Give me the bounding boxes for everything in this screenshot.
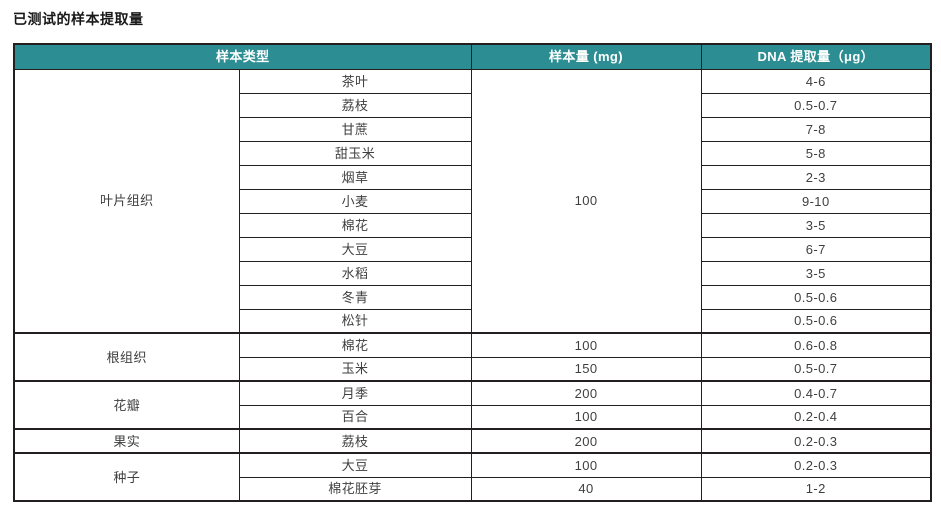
sample-yield-table: 样本类型 样本量 (mg) DNA 提取量（μg） 叶片组织 茶叶 100 4-6 荔枝…: [13, 43, 933, 502]
cell-dna: 0.2-0.4: [700, 404, 932, 430]
cell-amount: 100: [470, 404, 702, 430]
cell-dna: 0.5-0.7: [700, 92, 932, 118]
cell-amount: 200: [470, 380, 702, 406]
cell-amount: 40: [470, 476, 702, 502]
cell-dna: 7-8: [700, 116, 932, 142]
cell-amount: 100: [470, 68, 702, 334]
cell-item: 棉花: [238, 212, 472, 238]
cell-sample-type: 花瓣: [13, 380, 240, 430]
cell-item: 甜玉米: [238, 140, 472, 166]
cell-item: 大豆: [238, 452, 472, 478]
header-dna-yield: DNA 提取量（μg）: [700, 43, 932, 70]
cell-item: 松针: [238, 308, 472, 334]
table-row: 百合 100 0.2-0.4: [14, 404, 932, 430]
cell-item: 荔枝: [238, 428, 472, 454]
table-row: 荔枝 0.5-0.7: [14, 92, 932, 118]
header-sample-amount: 样本量 (mg): [470, 43, 702, 70]
cell-item: 棉花: [238, 332, 472, 358]
cell-sample-type: 种子: [13, 452, 240, 502]
cell-dna: 0.2-0.3: [700, 428, 932, 454]
cell-dna: 0.5-0.6: [700, 308, 932, 334]
cell-dna: 0.5-0.6: [700, 284, 932, 310]
cell-item: 月季: [238, 380, 472, 406]
cell-item: 烟草: [238, 164, 472, 190]
cell-item: 茶叶: [238, 68, 472, 94]
table-row: 叶片组织 茶叶 100 4-6: [13, 68, 932, 334]
table-header: 样本类型 样本量 (mg) DNA 提取量（μg）: [13, 43, 932, 70]
header-sample-type: 样本类型: [13, 43, 472, 70]
table-body: 叶片组织 茶叶 100 4-6 荔枝 0.5-0.7 甘蔗 7-8 甜玉米 5-8 烟草 2-3 小麦 9…: [13, 68, 932, 502]
page: 已测试的样本提取量 样本类型 样本量 (mg) DNA 提取量（μg） 叶片组织…: [13, 11, 933, 502]
cell-amount: 150: [470, 356, 702, 382]
table-row: 小麦 9-10: [14, 188, 932, 214]
cell-dna: 3-5: [700, 260, 932, 286]
cell-dna: 0.2-0.3: [700, 452, 932, 478]
cell-item: 荔枝: [238, 92, 472, 118]
cell-amount: 100: [470, 452, 702, 478]
table-row: 棉花胚芽 40 1-2: [14, 476, 932, 502]
table-row: 玉米 150 0.5-0.7: [14, 356, 932, 382]
table-row: 水稻 3-5: [14, 260, 932, 286]
cell-item: 大豆: [238, 236, 472, 262]
table-row: 大豆 6-7: [14, 236, 932, 262]
cell-sample-type: 果实: [13, 428, 240, 454]
cell-item: 百合: [238, 404, 472, 430]
cell-dna: 6-7: [700, 236, 932, 262]
cell-item: 水稻: [238, 260, 472, 286]
table-row: 甜玉米 5-8: [14, 140, 932, 166]
cell-dna: 1-2: [700, 476, 932, 502]
cell-sample-type: 叶片组织: [13, 68, 240, 334]
table-row: 根组织 棉花 100 0.6-0.8: [13, 332, 932, 382]
cell-dna: 2-3: [700, 164, 932, 190]
table-row: 棉花 3-5: [14, 212, 932, 238]
cell-dna: 9-10: [700, 188, 932, 214]
table-row: 果实 荔枝 200 0.2-0.3: [13, 428, 932, 454]
cell-dna: 3-5: [700, 212, 932, 238]
table-row: 种子 大豆 100 0.2-0.3: [13, 452, 932, 502]
cell-dna: 4-6: [700, 68, 932, 94]
cell-item: 玉米: [238, 356, 472, 382]
page-title: 已测试的样本提取量: [13, 11, 144, 27]
cell-amount: 200: [470, 428, 702, 454]
table-row: 烟草 2-3: [14, 164, 932, 190]
cell-dna: 5-8: [700, 140, 932, 166]
cell-amount: 100: [470, 332, 702, 358]
cell-dna: 0.6-0.8: [700, 332, 932, 358]
cell-item: 冬青: [238, 284, 472, 310]
table-header-row: 样本类型 样本量 (mg) DNA 提取量（μg）: [13, 43, 932, 70]
cell-dna: 0.5-0.7: [700, 356, 932, 382]
cell-item: 甘蔗: [238, 116, 472, 142]
table-row: 花瓣 月季 200 0.4-0.7: [13, 380, 932, 430]
cell-dna: 0.4-0.7: [700, 380, 932, 406]
cell-item: 棉花胚芽: [238, 476, 472, 502]
cell-sample-type: 根组织: [13, 332, 240, 382]
cell-item: 小麦: [238, 188, 472, 214]
